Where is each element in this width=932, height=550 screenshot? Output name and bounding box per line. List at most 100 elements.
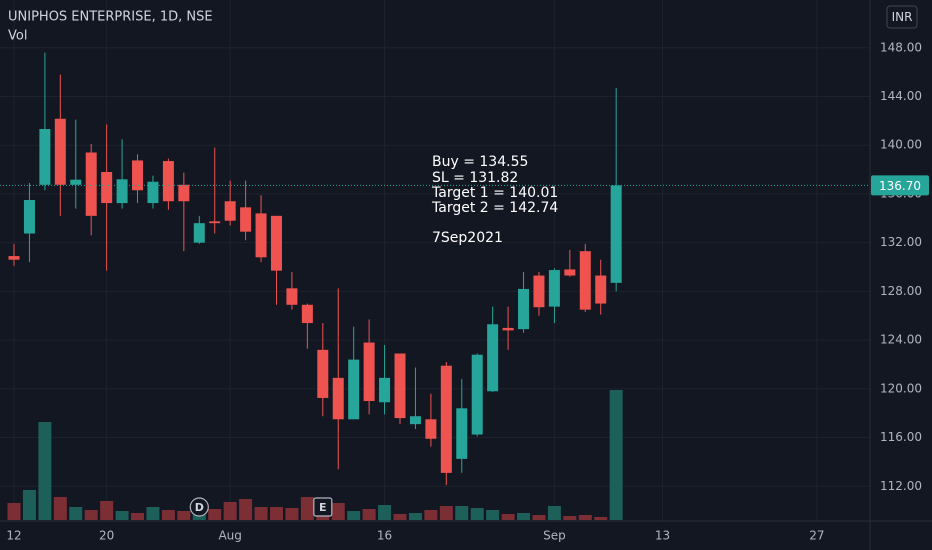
- candle-body: [85, 152, 97, 216]
- candle-body: [116, 179, 128, 204]
- candle-body: [147, 181, 159, 204]
- candle-body: [209, 221, 221, 224]
- candle-body: [23, 200, 35, 234]
- candle-body: [178, 184, 190, 202]
- y-tick-label: 124.00: [880, 333, 922, 347]
- volume-bar: [131, 513, 145, 520]
- candle-body: [502, 327, 514, 331]
- currency-button[interactable]: [886, 5, 918, 29]
- candle-body: [101, 172, 113, 204]
- y-tick-label: 132.00: [880, 235, 922, 249]
- candle-body: [270, 215, 282, 271]
- volume-bar: [486, 510, 500, 520]
- volume-bar: [115, 511, 129, 520]
- volume-bar: [254, 507, 268, 520]
- volume-bar: [532, 515, 546, 520]
- candle-body: [518, 288, 530, 330]
- candle-body: [579, 251, 591, 310]
- candle-body: [379, 377, 391, 403]
- candle-body: [317, 349, 329, 398]
- candle-body: [456, 408, 468, 459]
- candle-body: [301, 304, 313, 324]
- event-label: E: [319, 501, 327, 514]
- annotation-line: SL = 131.82: [432, 170, 518, 186]
- volume-bar: [331, 503, 345, 520]
- volume-bar: [424, 510, 438, 520]
- candle-body: [425, 419, 437, 439]
- y-tick-label: 140.00: [880, 138, 922, 152]
- volume-bar: [393, 514, 407, 520]
- chart-title: UNIPHOS ENTERPRISE, 1D, NSE: [8, 10, 213, 25]
- x-tick-label: 20: [99, 529, 114, 543]
- annotation-line: 7Sep2021: [432, 230, 503, 246]
- volume-bar: [439, 506, 453, 520]
- annotation-line: Buy = 134.55: [432, 154, 528, 170]
- event-marker: [189, 497, 209, 517]
- volume-label: Vol: [8, 29, 27, 44]
- y-tick-label: 120.00: [880, 381, 922, 395]
- volume-bar: [501, 514, 515, 520]
- candles: [8, 52, 622, 486]
- axes: 112.00 116.00 120.00 124.00 128.00 132.00 136.…: [0, 40, 929, 543]
- volume-bar: [470, 508, 484, 520]
- volume-bar: [22, 490, 36, 520]
- volume-bar: [517, 513, 531, 520]
- volume-bar: [563, 516, 577, 520]
- candle-body: [224, 201, 236, 221]
- volume-bar: [594, 517, 608, 520]
- volume-bar: [347, 511, 361, 520]
- y-tick-label: 116.00: [880, 430, 922, 444]
- candle-body: [548, 270, 560, 307]
- y-tick-label: 128.00: [880, 284, 922, 298]
- grid: [0, 0, 870, 521]
- candle-body: [8, 256, 20, 260]
- candle-body: [363, 342, 375, 402]
- y-tick-label: 112.00: [880, 479, 922, 493]
- x-tick-label: Aug: [218, 529, 241, 543]
- volume-bar: [84, 510, 98, 520]
- volume-bar: [578, 515, 592, 520]
- volume-bar: [300, 497, 314, 520]
- candle-body: [348, 359, 360, 420]
- last-price-tag: [871, 175, 929, 196]
- y-tick-label: 148.00: [880, 40, 922, 54]
- volume-bar: [69, 507, 83, 520]
- volume-bar: [100, 501, 114, 520]
- event-marker: [313, 497, 333, 517]
- candle-body: [394, 353, 406, 419]
- x-tick-label: Sep: [543, 529, 566, 543]
- event-label: D: [195, 501, 204, 514]
- candle-body: [255, 213, 267, 258]
- x-tick-label: 12: [6, 529, 21, 543]
- candle-body: [240, 207, 252, 232]
- annotation-line: Target 2 = 142.74: [431, 200, 558, 216]
- candle-body: [440, 365, 452, 473]
- volume-bar: [285, 508, 299, 520]
- volume-bar: [609, 390, 623, 520]
- candle-body: [70, 179, 82, 185]
- volume-bar: [161, 510, 175, 520]
- volume-bar: [7, 503, 21, 520]
- candle-body: [471, 354, 483, 435]
- candle-body: [162, 161, 174, 202]
- volume-bar: [239, 499, 253, 520]
- candle-body: [39, 129, 51, 185]
- currency-label[interactable]: INR: [892, 10, 913, 24]
- candle-body: [487, 324, 499, 392]
- y-tick-label: 144.00: [880, 89, 922, 103]
- last-price-label: 136.70: [879, 179, 921, 193]
- candle-body: [132, 160, 144, 191]
- volume-bar: [146, 507, 160, 520]
- candle-body: [54, 118, 66, 185]
- annotation-line: Target 1 = 140.01: [431, 185, 558, 201]
- volume-bar: [269, 507, 283, 520]
- x-tick-label: 27: [809, 529, 824, 543]
- candle-body: [332, 377, 344, 420]
- candle-body: [286, 288, 298, 305]
- volume-bar: [223, 502, 237, 520]
- candle-body: [595, 275, 607, 304]
- volume-bar: [455, 506, 469, 520]
